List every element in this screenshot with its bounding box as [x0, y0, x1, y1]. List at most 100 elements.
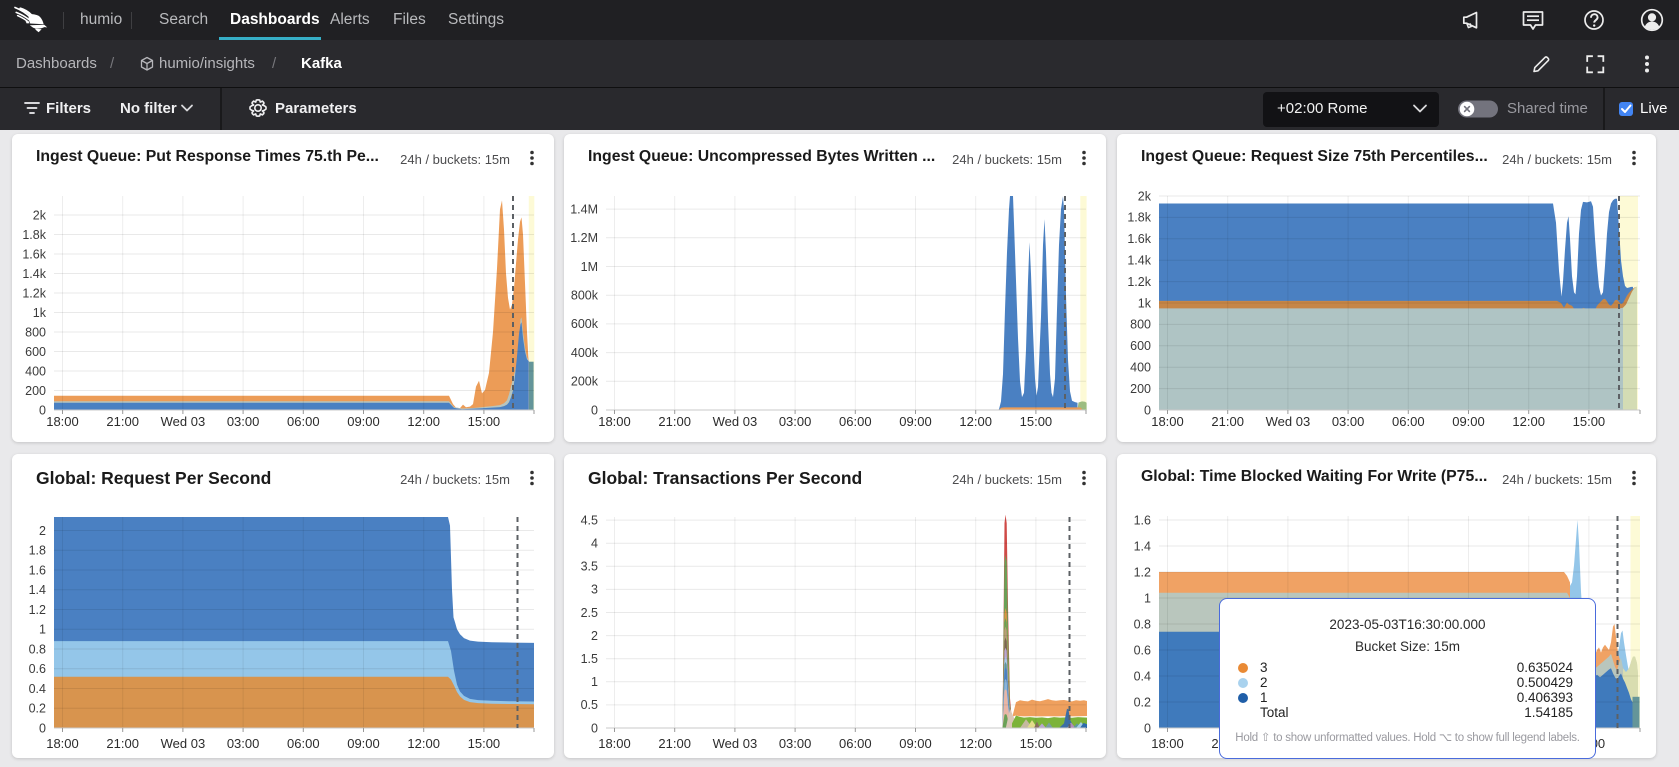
svg-text:0: 0: [1144, 721, 1151, 735]
svg-text:12:00: 12:00: [959, 414, 992, 429]
svg-text:1.4: 1.4: [29, 583, 46, 597]
svg-text:2k: 2k: [33, 208, 47, 222]
svg-text:3: 3: [591, 583, 598, 597]
svg-text:15:00: 15:00: [468, 736, 501, 751]
svg-text:18:00: 18:00: [46, 414, 79, 429]
svg-text:1.2: 1.2: [29, 603, 46, 617]
svg-text:1.4k: 1.4k: [22, 267, 46, 281]
svg-text:03:00: 03:00: [779, 414, 812, 429]
svg-text:800: 800: [25, 325, 46, 339]
svg-text:2: 2: [39, 524, 46, 538]
svg-text:0: 0: [591, 721, 598, 735]
svg-text:15:00: 15:00: [1573, 414, 1606, 429]
svg-text:600: 600: [1130, 339, 1151, 353]
svg-text:06:00: 06:00: [287, 736, 320, 751]
svg-text:12:00: 12:00: [407, 736, 440, 751]
svg-text:21:00: 21:00: [106, 736, 139, 751]
svg-text:800k: 800k: [571, 289, 599, 303]
svg-text:18:00: 18:00: [46, 736, 79, 751]
svg-text:3.5: 3.5: [581, 560, 598, 574]
svg-text:1M: 1M: [581, 260, 598, 274]
svg-text:1.2k: 1.2k: [1127, 275, 1151, 289]
svg-text:1.8k: 1.8k: [1127, 211, 1151, 225]
svg-text:800: 800: [1130, 318, 1151, 332]
svg-text:12:00: 12:00: [959, 736, 992, 751]
svg-text:1.4: 1.4: [1134, 539, 1151, 553]
svg-text:1.5: 1.5: [581, 652, 598, 666]
svg-text:03:00: 03:00: [227, 736, 260, 751]
svg-text:18:00: 18:00: [598, 414, 631, 429]
svg-text:4: 4: [591, 537, 598, 551]
svg-text:06:00: 06:00: [287, 414, 320, 429]
svg-text:0.2: 0.2: [1134, 695, 1151, 709]
svg-text:06:00: 06:00: [839, 736, 872, 751]
svg-text:400: 400: [1130, 361, 1151, 375]
svg-text:0.8: 0.8: [1134, 617, 1151, 631]
svg-text:2.5: 2.5: [581, 606, 598, 620]
svg-text:Wed 03: Wed 03: [713, 414, 758, 429]
svg-text:1.6k: 1.6k: [1127, 232, 1151, 246]
svg-text:0.4: 0.4: [29, 682, 46, 696]
svg-text:Wed 03: Wed 03: [1266, 414, 1311, 429]
svg-text:06:00: 06:00: [1392, 414, 1425, 429]
svg-text:06:00: 06:00: [839, 414, 872, 429]
svg-text:400: 400: [25, 364, 46, 378]
svg-text:15:00: 15:00: [1020, 414, 1053, 429]
svg-text:0.6: 0.6: [29, 662, 46, 676]
svg-text:4.5: 4.5: [581, 513, 598, 527]
svg-text:600: 600: [25, 345, 46, 359]
svg-text:09:00: 09:00: [899, 414, 932, 429]
svg-text:600k: 600k: [571, 317, 599, 331]
svg-text:09:00: 09:00: [1452, 414, 1485, 429]
svg-text:03:00: 03:00: [779, 736, 812, 751]
svg-text:1.6: 1.6: [29, 563, 46, 577]
svg-text:0.5: 0.5: [581, 698, 598, 712]
svg-text:1: 1: [1144, 591, 1151, 605]
svg-text:0.8: 0.8: [29, 642, 46, 656]
svg-text:0.4: 0.4: [1134, 669, 1151, 683]
svg-text:1: 1: [591, 675, 598, 689]
svg-text:15:00: 15:00: [1020, 736, 1053, 751]
svg-text:1k: 1k: [1138, 296, 1152, 310]
svg-text:1.8: 1.8: [29, 544, 46, 558]
svg-text:1.8k: 1.8k: [22, 228, 46, 242]
svg-text:0: 0: [39, 403, 46, 417]
svg-text:2k: 2k: [1138, 189, 1152, 203]
svg-text:21:00: 21:00: [106, 414, 139, 429]
svg-text:21:00: 21:00: [1211, 414, 1244, 429]
svg-text:200: 200: [25, 384, 46, 398]
svg-text:2: 2: [591, 629, 598, 643]
svg-text:12:00: 12:00: [407, 414, 440, 429]
svg-text:0: 0: [39, 721, 46, 735]
svg-text:1.4M: 1.4M: [570, 202, 598, 216]
svg-text:0.2: 0.2: [29, 702, 46, 716]
svg-text:1.6: 1.6: [1134, 513, 1151, 527]
svg-text:200k: 200k: [571, 375, 599, 389]
svg-text:21:00: 21:00: [658, 736, 691, 751]
svg-text:03:00: 03:00: [227, 414, 260, 429]
svg-text:12:00: 12:00: [1512, 414, 1545, 429]
svg-text:1: 1: [39, 623, 46, 637]
svg-text:09:00: 09:00: [347, 414, 380, 429]
svg-text:18:00: 18:00: [598, 736, 631, 751]
svg-text:18:00: 18:00: [1151, 736, 1184, 751]
svg-text:400k: 400k: [571, 346, 599, 360]
svg-text:1k: 1k: [33, 306, 47, 320]
svg-text:200: 200: [1130, 382, 1151, 396]
svg-text:15:00: 15:00: [468, 414, 501, 429]
svg-text:0.6: 0.6: [1134, 643, 1151, 657]
svg-text:21:00: 21:00: [658, 414, 691, 429]
svg-text:0: 0: [591, 403, 598, 417]
svg-text:1.6k: 1.6k: [22, 247, 46, 261]
svg-text:0: 0: [1144, 403, 1151, 417]
svg-text:03:00: 03:00: [1332, 414, 1365, 429]
svg-text:1.2M: 1.2M: [570, 231, 598, 245]
svg-text:09:00: 09:00: [347, 736, 380, 751]
svg-text:Wed 03: Wed 03: [161, 414, 206, 429]
svg-text:1.4k: 1.4k: [1127, 254, 1151, 268]
svg-text:Wed 03: Wed 03: [713, 736, 758, 751]
svg-text:1.2k: 1.2k: [22, 286, 46, 300]
svg-text:18:00: 18:00: [1151, 414, 1184, 429]
svg-text:09:00: 09:00: [899, 736, 932, 751]
svg-text:1.2: 1.2: [1134, 565, 1151, 579]
